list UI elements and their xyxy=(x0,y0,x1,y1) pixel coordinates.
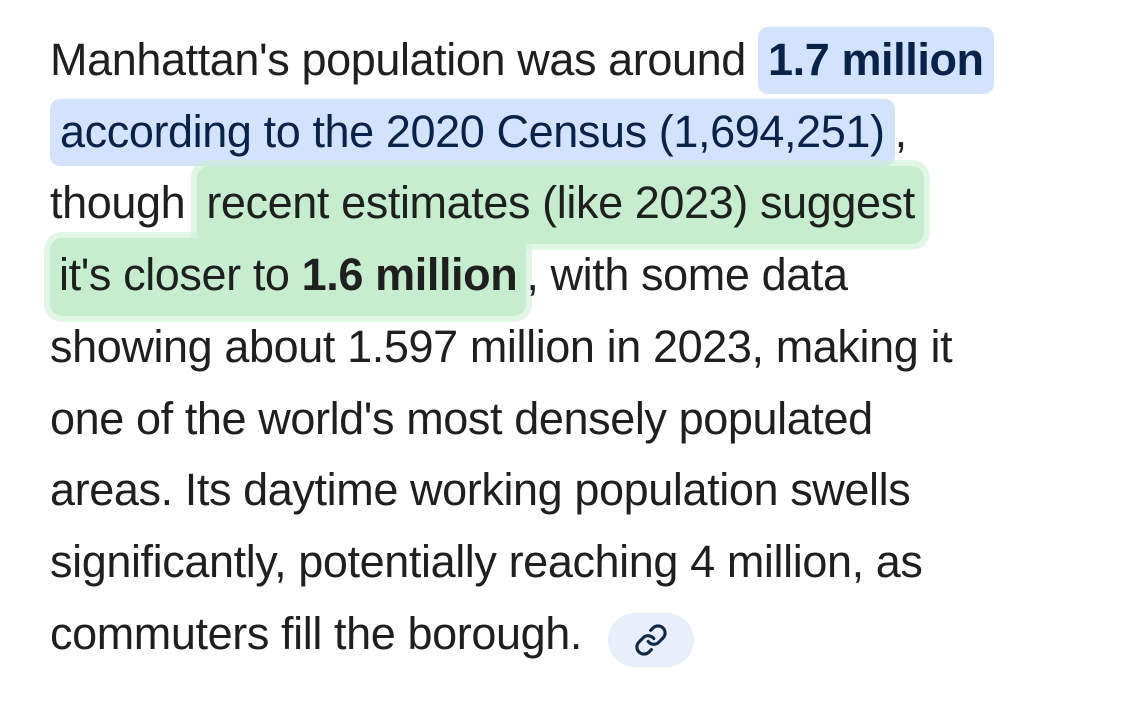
text-run: areas. Its daytime working population sw… xyxy=(50,464,911,516)
link-icon xyxy=(635,624,667,656)
emphasized-value: 1.7 million xyxy=(767,34,984,85)
text-run: according to the 2020 Census (1,694,251) xyxy=(60,105,885,157)
citation-highlight[interactable]: according to the 2020 Census (1,694,251) xyxy=(50,98,895,166)
answer-paragraph: Manhattan's population was around 1.7 mi… xyxy=(50,24,1100,669)
text-line: commuters fill the borough. xyxy=(50,598,1100,670)
paragraph-text: showing about 1.597 million in 2023, mak… xyxy=(50,320,953,372)
marker-highlight: it's closer to 1.6 million xyxy=(50,238,527,317)
paragraph-text: one of the world's most densely populate… xyxy=(50,393,873,444)
text-run: it's closer to xyxy=(59,249,302,301)
text-run: showing about 1.597 million in 2023, mak… xyxy=(50,320,953,372)
source-link-chip[interactable] xyxy=(608,612,695,667)
text-line: one of the world's most densely populate… xyxy=(50,383,1100,455)
text-line: Manhattan's population was around 1.7 mi… xyxy=(50,24,1100,96)
text-run: one of the world's most densely populate… xyxy=(50,392,873,444)
text-line: though recent estimates (like 2023) sugg… xyxy=(50,166,1100,245)
marker-highlight: recent estimates (like 2023) suggest xyxy=(197,166,924,245)
emphasized-value: 1.6 million xyxy=(301,249,518,301)
text-line: showing about 1.597 million in 2023, mak… xyxy=(50,311,1100,383)
text-run: , with some data xyxy=(526,249,848,301)
paragraph-text: though xyxy=(50,177,197,228)
text-run: significantly, potentially reaching 4 mi… xyxy=(50,535,923,587)
text-run: Manhattan's population was around xyxy=(50,34,758,85)
text-line: significantly, potentially reaching 4 mi… xyxy=(50,526,1100,598)
text-line: according to the 2020 Census (1,694,251)… xyxy=(50,96,1100,168)
text-run: , xyxy=(894,105,908,157)
text-line: areas. Its daytime working population sw… xyxy=(50,454,1100,526)
paragraph-text: commuters fill the borough. xyxy=(50,608,594,659)
text-run: commuters fill the borough. xyxy=(50,607,595,659)
text-run: though xyxy=(50,177,198,229)
paragraph-text: , xyxy=(894,105,908,157)
paragraph-text: , with some data xyxy=(526,249,848,301)
paragraph-text: significantly, potentially reaching 4 mi… xyxy=(50,536,923,587)
text-line: it's closer to 1.6 million, with some da… xyxy=(50,238,1100,317)
citation-highlight[interactable]: 1.7 million xyxy=(757,27,994,94)
paragraph-text: areas. Its daytime working population sw… xyxy=(50,464,911,516)
paragraph-text: Manhattan's population was around xyxy=(50,34,758,85)
text-run: recent estimates (like 2023) suggest xyxy=(206,177,915,229)
